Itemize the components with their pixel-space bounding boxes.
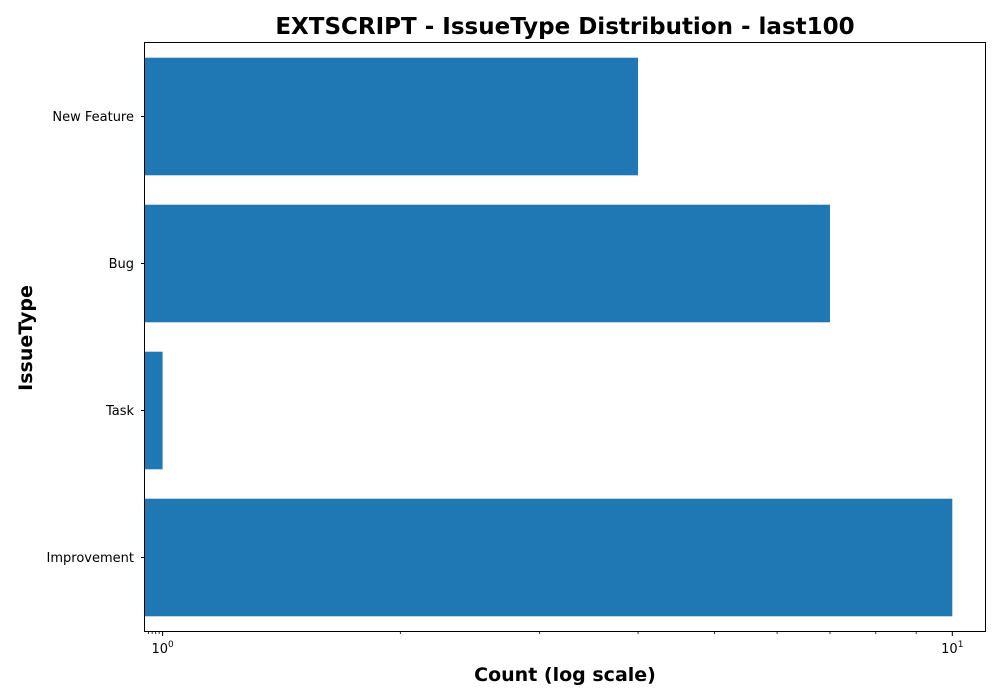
y-axis-label: IssueType <box>15 285 37 391</box>
x-tick-exponent: 0 <box>168 640 174 650</box>
x-tick-label: 100 <box>151 640 174 657</box>
y-tick-label: New Feature <box>52 110 134 125</box>
x-axis-label: Count (log scale) <box>474 664 656 686</box>
x-tick-base: 10 <box>151 642 168 657</box>
bar-bug <box>145 204 830 323</box>
bars-group <box>145 57 953 617</box>
x-axis-ticks: 100 101 <box>148 631 963 657</box>
x-tick-exponent: 1 <box>958 640 964 650</box>
chart-title: EXTSCRIPT - IssueType Distribution - las… <box>275 14 854 40</box>
bar-task <box>145 351 163 470</box>
y-tick-label: Improvement <box>47 551 134 566</box>
bar-improvement <box>145 498 953 617</box>
y-tick-label: Bug <box>109 257 134 272</box>
plot-frame <box>144 42 986 632</box>
x-tick-base: 10 <box>941 642 958 657</box>
y-axis-ticks: New Feature Bug Task Improvement <box>47 110 145 566</box>
x-tick-label: 101 <box>941 640 963 657</box>
bar-new-feature <box>145 57 639 176</box>
y-tick-label: Task <box>105 404 135 419</box>
